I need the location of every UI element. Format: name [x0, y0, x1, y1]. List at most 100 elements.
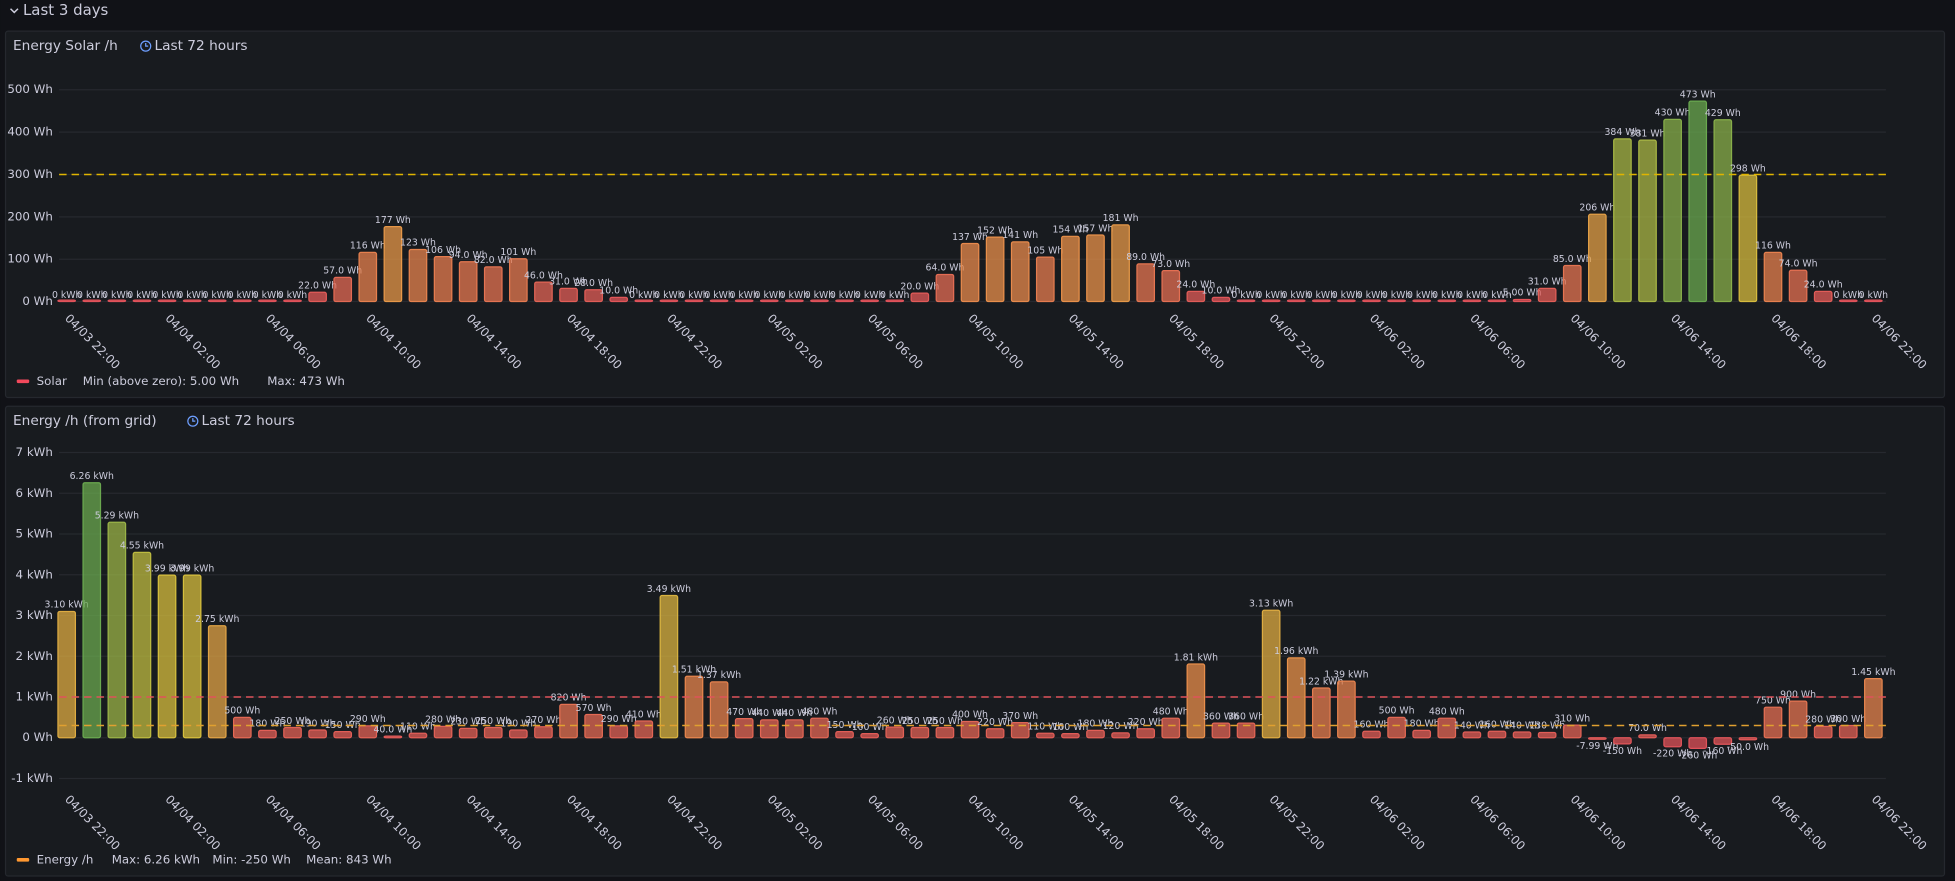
bar — [1864, 678, 1883, 739]
bar — [1261, 609, 1281, 739]
bar — [358, 251, 378, 303]
value-label: 137 Wh — [952, 232, 988, 243]
value-label: 73.0 Wh — [1151, 259, 1190, 270]
value-label: 1.96 kWh — [1274, 646, 1318, 657]
value-label: 0 kWh — [1859, 290, 1889, 301]
bar — [132, 551, 152, 739]
bar — [458, 261, 478, 303]
bar — [584, 289, 603, 303]
bar — [1412, 729, 1432, 739]
bar — [985, 728, 1005, 739]
value-label: 116 Wh — [1755, 241, 1791, 252]
value-label: 0 kWh — [1382, 290, 1412, 301]
bar — [1086, 234, 1105, 303]
bar — [1512, 298, 1532, 303]
value-label: 0 kWh — [278, 290, 308, 301]
value-label: 500 Wh — [1379, 706, 1415, 717]
value-label: 820 Wh — [551, 693, 587, 704]
bar — [207, 625, 227, 739]
value-label: 6.26 kWh — [70, 471, 114, 482]
value-label: 31.0 Wh — [549, 277, 588, 288]
bar — [1562, 724, 1582, 739]
value-label: 0 kWh — [1482, 290, 1512, 301]
bar — [1412, 299, 1432, 303]
bar — [509, 258, 528, 303]
y-tick-label: 3 kWh — [16, 608, 53, 622]
bar — [1713, 737, 1733, 745]
y-tick-label: 4 kWh — [16, 567, 53, 581]
value-label: 0 kWh — [228, 290, 258, 301]
time-range[interactable]: Last 72 hours — [154, 38, 247, 54]
value-label: 480 Wh — [1429, 706, 1465, 717]
value-label: 150 Wh — [325, 720, 361, 731]
value-label: 105 Wh — [1027, 245, 1063, 256]
bar — [1286, 299, 1306, 303]
bar — [1537, 287, 1557, 303]
bar — [182, 574, 202, 739]
y-tick-label: 7 kWh — [16, 445, 53, 459]
value-label: 3.10 kWh — [45, 600, 89, 611]
value-label: 0 kWh — [805, 290, 835, 301]
value-label: 440 Wh — [751, 708, 787, 719]
time-range[interactable]: Last 72 hours — [202, 413, 295, 429]
bar — [1035, 732, 1055, 739]
legend-stat: Min: -250 Wh — [212, 852, 291, 866]
legend-stat: Mean: 843 Wh — [306, 852, 391, 866]
bar — [433, 725, 453, 739]
value-label: 206 Wh — [1579, 203, 1615, 214]
bar — [759, 719, 779, 739]
bar — [559, 703, 578, 739]
bar — [308, 291, 327, 303]
bar — [885, 726, 905, 739]
bar — [1286, 657, 1306, 739]
value-label: 310 Wh — [1554, 713, 1590, 724]
value-label: 900 Wh — [1780, 689, 1816, 700]
panel-title: Energy /h (from grid) — [13, 413, 157, 429]
bar — [1537, 731, 1557, 739]
value-label: -260 Wh — [1678, 750, 1717, 761]
bar — [1613, 737, 1632, 745]
value-label: 220 Wh — [977, 717, 1013, 728]
value-label: 290 Wh — [601, 714, 637, 725]
value-label: 157 Wh — [1078, 223, 1114, 234]
y-tick-label: 200 Wh — [7, 209, 53, 223]
bar — [1588, 737, 1607, 740]
value-label: -220 Wh — [1653, 749, 1692, 760]
value-label: 410 Wh — [626, 709, 662, 720]
value-label: 70.0 Wh — [1628, 723, 1667, 734]
bar — [810, 299, 829, 303]
bar — [358, 725, 378, 739]
y-tick-label: 500 Wh — [7, 82, 53, 96]
clock-hand — [145, 42, 149, 47]
value-label: 57.0 Wh — [323, 266, 362, 277]
bar — [258, 729, 277, 739]
bar — [960, 242, 980, 303]
value-label: 5.00 Wh — [1503, 288, 1542, 299]
collapse-icon[interactable] — [9, 8, 19, 14]
value-label: 230 Wh — [450, 717, 486, 728]
y-tick-label: 0 Wh — [22, 730, 52, 744]
section-title[interactable]: Last 3 days — [23, 1, 109, 19]
bar — [1487, 299, 1507, 303]
bar — [132, 299, 152, 303]
value-label: 0 kWh — [1332, 290, 1362, 301]
value-label: 3.49 kWh — [647, 584, 691, 595]
value-label: 5.29 kWh — [95, 510, 139, 521]
bar — [1462, 731, 1482, 739]
value-label: 141 Wh — [1002, 230, 1038, 241]
value-label: 100 Wh — [852, 722, 888, 733]
legend-stat: Min (above zero): 5.00 Wh — [83, 374, 239, 388]
bar — [1061, 733, 1080, 739]
value-label: 89.0 Wh — [1126, 252, 1165, 263]
bar — [860, 299, 879, 303]
legend-name[interactable]: Energy /h — [37, 852, 94, 866]
bar — [759, 299, 779, 303]
value-label: 480 Wh — [802, 706, 838, 717]
bar — [1061, 235, 1080, 303]
legend-name[interactable]: Solar — [37, 374, 67, 388]
value-label: 500 Wh — [224, 706, 260, 717]
bar — [1738, 174, 1758, 303]
value-label: 0 kWh — [1432, 290, 1462, 301]
bar — [1437, 717, 1457, 739]
